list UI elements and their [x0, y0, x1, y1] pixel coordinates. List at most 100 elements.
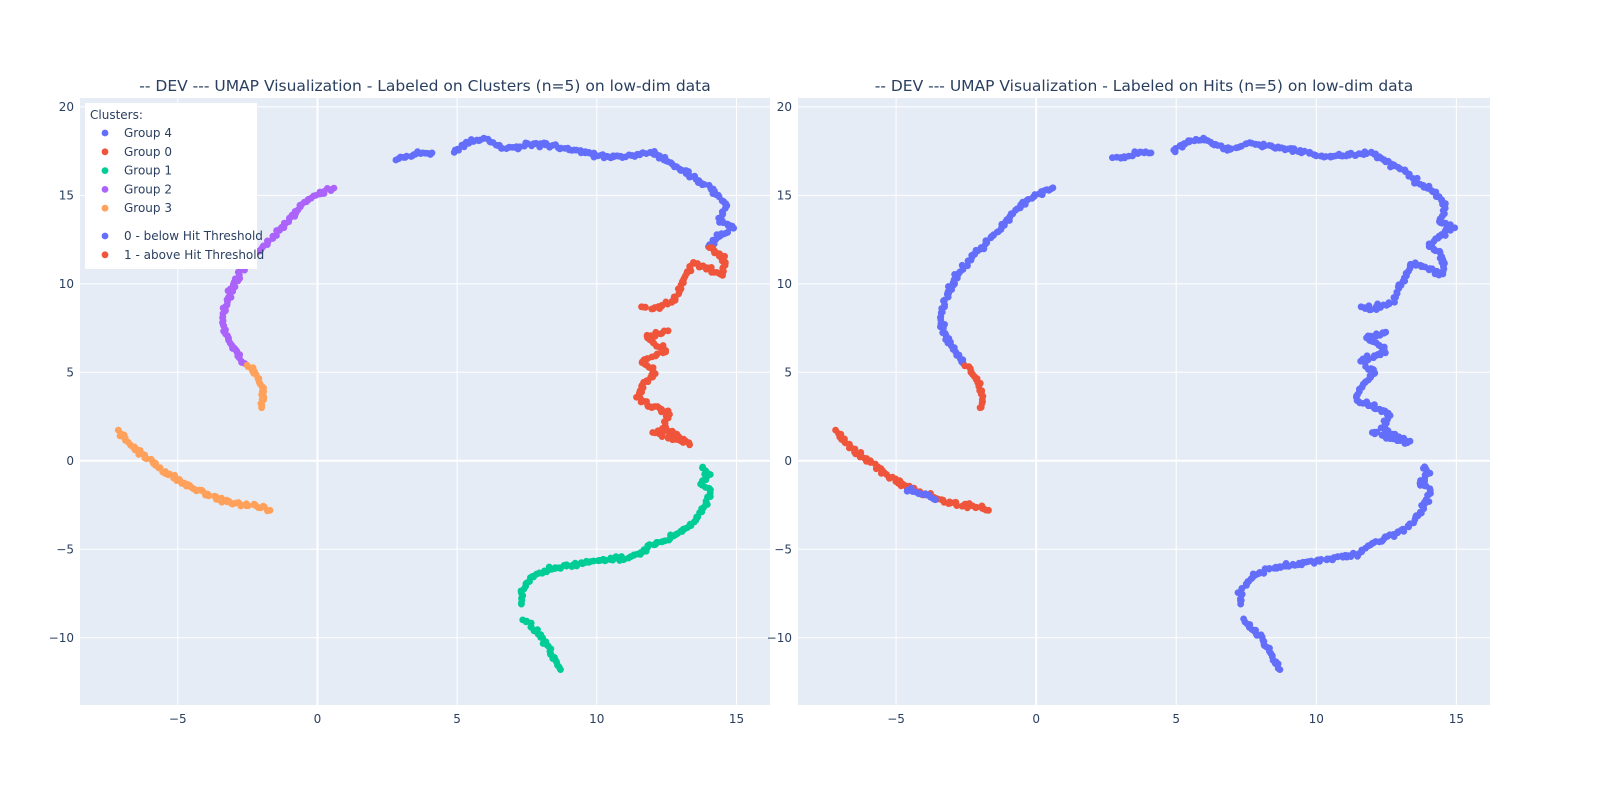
x-tick-label: 0 [1032, 712, 1040, 726]
data-point [685, 168, 692, 175]
legend-item[interactable]: Group 1 [101, 164, 172, 178]
legend-box [85, 103, 257, 269]
x-tick-label: 15 [729, 712, 744, 726]
y-tick-label: −5 [774, 542, 792, 556]
data-point [1147, 149, 1155, 157]
data-point [972, 504, 980, 512]
series-group-4 [392, 148, 436, 164]
series-0-below-hit-threshold [1109, 148, 1155, 162]
data-point [708, 269, 715, 276]
data-point [985, 506, 992, 514]
series-group-3 [243, 361, 268, 412]
x-tick-label: −5 [169, 712, 187, 726]
legend-item-label: Group 0 [124, 145, 172, 159]
data-point [205, 491, 213, 499]
series-group-4 [450, 134, 737, 251]
y-tick-label: 15 [59, 188, 74, 202]
legend-item[interactable]: 0 - below Hit Threshold [101, 229, 263, 243]
data-point [1379, 432, 1387, 439]
y-tick-label: 0 [66, 454, 74, 468]
data-point [987, 234, 995, 242]
series-0-below-hit-threshold [937, 184, 1057, 367]
y-tick-label: 20 [777, 100, 792, 114]
hits-plot[interactable]: −5 0 5 10 15 −10 −5 0 5 10 15 20 -- DEV --- UMAP Vis… [767, 77, 1490, 726]
legend-item-label: Group 4 [124, 126, 172, 140]
data-point [1276, 666, 1284, 673]
legend-marker [101, 129, 109, 137]
data-point [237, 501, 245, 509]
data-point [1405, 523, 1413, 531]
series-group-3 [114, 426, 274, 515]
x-tick-label: −5 [887, 712, 905, 726]
series-0-below-hit-threshold [1234, 463, 1434, 608]
data-point [577, 559, 585, 566]
x-tick-label: 5 [1172, 712, 1180, 726]
y-tick-label: 5 [784, 365, 792, 379]
legend-item-label: Group 2 [124, 182, 172, 196]
data-point [685, 439, 692, 447]
data-point [165, 471, 172, 479]
legend-item[interactable]: Group 4 [101, 126, 172, 140]
data-point [976, 404, 984, 412]
legend-marker [101, 232, 109, 240]
data-point [1368, 429, 1376, 436]
legend-item[interactable]: Group 2 [101, 182, 172, 196]
x-tick-label: 0 [314, 712, 322, 726]
y-tick-label: 10 [59, 277, 74, 291]
data-point [931, 496, 939, 504]
series-group-0 [638, 244, 729, 313]
legend-marker [101, 251, 109, 259]
legend-item[interactable]: Group 3 [101, 201, 172, 215]
data-point [1370, 354, 1377, 362]
data-point [131, 446, 139, 454]
scatter-points [832, 134, 1459, 673]
legend-item[interactable]: 1 - above Hit Threshold [101, 248, 265, 262]
data-point [964, 262, 971, 270]
data-point [649, 429, 657, 436]
data-point [569, 561, 576, 569]
x-tick-label: 10 [589, 712, 604, 726]
legend-marker [101, 148, 109, 156]
data-point [953, 502, 961, 509]
data-point [244, 502, 252, 510]
y-tick-label: 5 [66, 365, 74, 379]
y-tick-label: 20 [59, 100, 74, 114]
legend-marker [101, 167, 109, 175]
data-point [522, 618, 530, 626]
plot-background [798, 98, 1490, 705]
series-group-1 [517, 463, 714, 608]
legend-marker [101, 186, 109, 193]
x-tick-label: 15 [1449, 712, 1464, 726]
scatter-points [114, 134, 737, 673]
y-tick-label: 15 [777, 188, 792, 202]
data-point [1323, 556, 1331, 564]
data-point [1227, 145, 1235, 153]
data-point [1372, 303, 1380, 311]
data-point [638, 303, 645, 311]
y-tick-label: −10 [767, 631, 792, 645]
data-point [1270, 564, 1278, 572]
data-point [258, 404, 265, 412]
series-0-below-hit-threshold [903, 484, 939, 504]
legend-item-label: 0 - below Hit Threshold [124, 229, 263, 243]
x-tick-label: 5 [453, 712, 461, 726]
y-tick-label: 10 [777, 277, 792, 291]
plot-title: -- DEV --- UMAP Visualization - Labeled … [139, 77, 710, 95]
legend-item-label: Group 3 [124, 201, 172, 215]
data-point [266, 506, 274, 514]
y-tick-label: 0 [784, 454, 792, 468]
legend-marker [101, 204, 109, 212]
x-tick-label: 10 [1309, 712, 1324, 726]
legend[interactable]: Clusters: Group 4 Group 0 Group 1 Group 2 Gro… [85, 103, 264, 269]
legend-item[interactable]: Group 0 [101, 145, 172, 159]
data-point [428, 149, 436, 157]
series-0-below-hit-threshold [1170, 134, 1459, 314]
series-0-below-hit-threshold [1353, 328, 1414, 447]
data-point [1391, 298, 1398, 306]
legend-title: Clusters: [90, 108, 143, 122]
legend-item-label: 1 - above Hit Threshold [124, 248, 264, 262]
data-point [455, 146, 462, 154]
data-point [648, 305, 656, 313]
